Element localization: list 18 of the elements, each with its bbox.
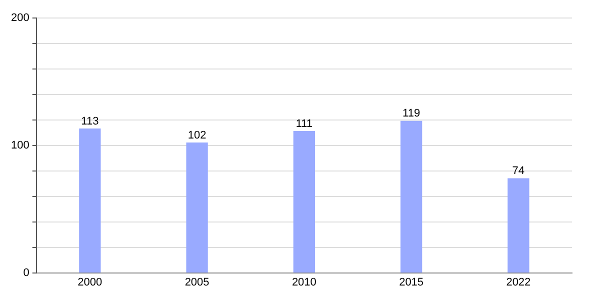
data-label: 113 [81,115,99,128]
data-label: 74 [512,165,525,178]
x-tick-label: 2015 [399,276,424,288]
x-tick-label: 2010 [292,276,316,288]
x-tick-label: 2005 [184,276,210,288]
x-tick-label: 2022 [506,276,531,288]
y-tick-label: 200 [10,12,30,24]
data-label: 102 [188,129,206,142]
bar [508,178,530,273]
data-label: 111 [296,118,313,130]
data-label: 119 [402,108,420,120]
y-tick-label: 100 [10,139,30,152]
bar [293,131,316,273]
bar [79,128,101,273]
bar [400,120,422,273]
y-tick-label: 0 [23,266,30,279]
x-tick-label: 2000 [78,276,102,288]
bar [186,142,208,273]
